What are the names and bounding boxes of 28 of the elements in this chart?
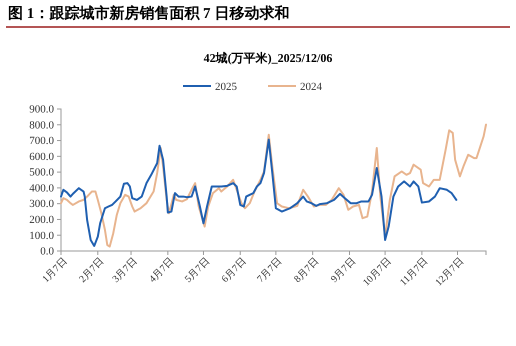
x-tick-label: 6月7日 xyxy=(220,256,249,285)
y-tick-label: 200.0 xyxy=(29,214,54,226)
x-tick-label: 1月7日 xyxy=(40,256,70,285)
legend-label: 2024 xyxy=(300,81,322,93)
y-tick-label: 500.0 xyxy=(29,166,54,179)
x-tick-label: 5月7日 xyxy=(182,256,212,285)
line-series xyxy=(60,138,458,247)
x-tick-label: 9月7日 xyxy=(328,256,358,285)
y-tick-label: 300.0 xyxy=(29,198,54,210)
x-tick-label: 8月7日 xyxy=(292,256,322,285)
x-tick-label: 12月7日 xyxy=(433,256,466,288)
y-tick-label: 0.0 xyxy=(40,246,54,258)
y-tick-label: 800.0 xyxy=(29,119,54,132)
y-tick-label: 900.0 xyxy=(29,104,54,116)
x-tick-label: 4月7日 xyxy=(147,256,176,285)
x-tick-label: 3月7日 xyxy=(110,256,140,285)
x-tick-label: 10月7日 xyxy=(361,256,394,288)
y-tick-label: 400.0 xyxy=(29,182,54,194)
x-tick-label: 11月7日 xyxy=(398,256,430,288)
chart-subtitle: 42城(万平米)_2025/12/06 xyxy=(204,51,332,65)
y-tick-label: 100.0 xyxy=(29,230,54,242)
x-tick-label: 2月7日 xyxy=(77,256,106,285)
x-tick-label: 7月7日 xyxy=(255,256,284,285)
y-tick-label: 600.0 xyxy=(29,150,54,163)
legend-label: 2025 xyxy=(215,81,238,93)
chart-title: 图 1：跟踪城市新房销售面积 7 日移动求和 xyxy=(8,4,290,22)
y-tick-label: 700.0 xyxy=(29,135,54,148)
line-series xyxy=(60,124,487,248)
